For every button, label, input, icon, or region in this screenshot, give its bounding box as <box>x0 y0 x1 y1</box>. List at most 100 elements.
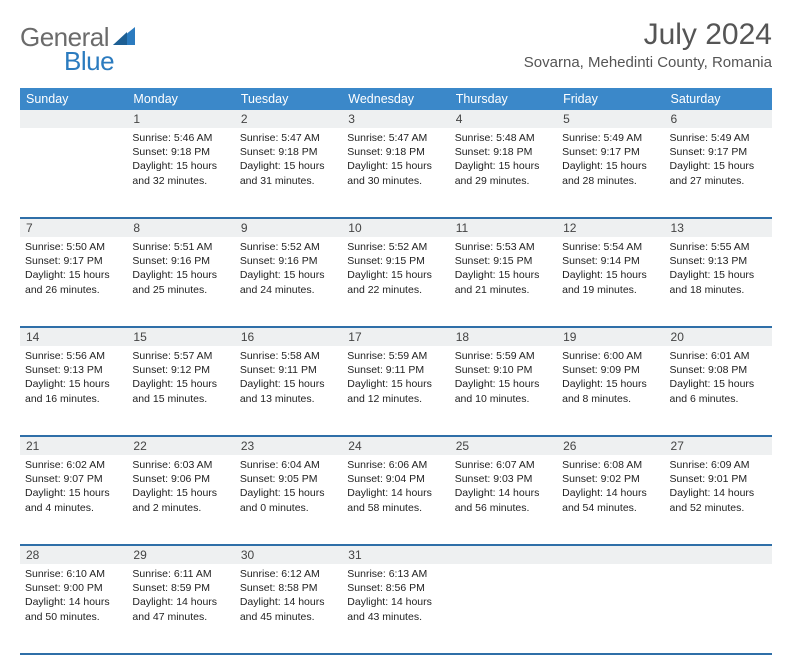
day-info-line: and 18 minutes. <box>670 283 767 297</box>
day-info-line: and 4 minutes. <box>25 501 122 515</box>
day-number <box>557 545 664 564</box>
day-info-line: and 58 minutes. <box>347 501 444 515</box>
week-row: Sunrise: 5:50 AMSunset: 9:17 PMDaylight:… <box>20 237 772 327</box>
day-info: Sunrise: 5:49 AMSunset: 9:17 PMDaylight:… <box>557 128 664 194</box>
day-info-line: Sunset: 9:03 PM <box>455 472 552 486</box>
day-info-line: Sunrise: 5:59 AM <box>347 349 444 363</box>
day-info-line: Daylight: 15 hours <box>562 377 659 391</box>
day-info-line: and 54 minutes. <box>562 501 659 515</box>
day-cell: Sunrise: 5:49 AMSunset: 9:17 PMDaylight:… <box>665 128 772 218</box>
day-info: Sunrise: 6:02 AMSunset: 9:07 PMDaylight:… <box>20 455 127 521</box>
day-info-line: Daylight: 15 hours <box>455 159 552 173</box>
day-number: 21 <box>20 436 127 455</box>
day-info-line: Daylight: 15 hours <box>240 159 337 173</box>
day-number: 19 <box>557 327 664 346</box>
day-info-line: Daylight: 15 hours <box>455 268 552 282</box>
day-info-line: Daylight: 15 hours <box>132 159 229 173</box>
day-number: 25 <box>450 436 557 455</box>
day-info-line: Sunset: 9:18 PM <box>347 145 444 159</box>
weekday-header: Friday <box>557 88 664 110</box>
day-info-line: Sunset: 9:18 PM <box>132 145 229 159</box>
week-row: Sunrise: 5:46 AMSunset: 9:18 PMDaylight:… <box>20 128 772 218</box>
weekday-header: Wednesday <box>342 88 449 110</box>
day-info-line: Sunset: 9:13 PM <box>670 254 767 268</box>
day-info-line: Sunrise: 5:48 AM <box>455 131 552 145</box>
day-cell: Sunrise: 5:55 AMSunset: 9:13 PMDaylight:… <box>665 237 772 327</box>
day-number: 15 <box>127 327 234 346</box>
day-info-line: Sunrise: 5:54 AM <box>562 240 659 254</box>
day-info-line: Sunset: 9:11 PM <box>240 363 337 377</box>
day-number <box>450 545 557 564</box>
day-info: Sunrise: 6:08 AMSunset: 9:02 PMDaylight:… <box>557 455 664 521</box>
day-number: 23 <box>235 436 342 455</box>
day-info-line: Daylight: 15 hours <box>240 377 337 391</box>
day-info-line: Daylight: 15 hours <box>132 377 229 391</box>
week-row: Sunrise: 6:10 AMSunset: 9:00 PMDaylight:… <box>20 564 772 654</box>
day-cell: Sunrise: 6:13 AMSunset: 8:56 PMDaylight:… <box>342 564 449 654</box>
day-number: 4 <box>450 110 557 128</box>
week-row: Sunrise: 5:56 AMSunset: 9:13 PMDaylight:… <box>20 346 772 436</box>
day-number <box>665 545 772 564</box>
day-info-line: Sunrise: 6:04 AM <box>240 458 337 472</box>
logo-triangle-icon <box>113 25 135 49</box>
day-info-line: Sunset: 9:08 PM <box>670 363 767 377</box>
day-info-line: Sunrise: 5:53 AM <box>455 240 552 254</box>
day-cell: Sunrise: 5:59 AMSunset: 9:11 PMDaylight:… <box>342 346 449 436</box>
day-number: 3 <box>342 110 449 128</box>
day-info-line: Sunrise: 6:06 AM <box>347 458 444 472</box>
day-info-line: Sunset: 9:14 PM <box>562 254 659 268</box>
day-info: Sunrise: 5:55 AMSunset: 9:13 PMDaylight:… <box>665 237 772 303</box>
day-info-line: and 25 minutes. <box>132 283 229 297</box>
day-info-line: Sunrise: 6:10 AM <box>25 567 122 581</box>
day-cell: Sunrise: 6:06 AMSunset: 9:04 PMDaylight:… <box>342 455 449 545</box>
day-info-line: Daylight: 15 hours <box>562 159 659 173</box>
day-info <box>20 128 127 137</box>
day-info-line: and 24 minutes. <box>240 283 337 297</box>
day-info-line: and 16 minutes. <box>25 392 122 406</box>
day-number: 24 <box>342 436 449 455</box>
day-info-line: Sunset: 9:12 PM <box>132 363 229 377</box>
day-info-line: Daylight: 15 hours <box>240 486 337 500</box>
weekday-header: Sunday <box>20 88 127 110</box>
day-info-line: Daylight: 14 hours <box>455 486 552 500</box>
day-info-line: Sunrise: 5:56 AM <box>25 349 122 363</box>
day-cell: Sunrise: 5:57 AMSunset: 9:12 PMDaylight:… <box>127 346 234 436</box>
day-number: 11 <box>450 218 557 237</box>
day-info-line: Sunrise: 6:11 AM <box>132 567 229 581</box>
day-info-line: Sunset: 9:13 PM <box>25 363 122 377</box>
day-info: Sunrise: 5:48 AMSunset: 9:18 PMDaylight:… <box>450 128 557 194</box>
day-number: 30 <box>235 545 342 564</box>
day-cell: Sunrise: 5:58 AMSunset: 9:11 PMDaylight:… <box>235 346 342 436</box>
day-info <box>665 564 772 573</box>
day-info-line: Sunrise: 5:46 AM <box>132 131 229 145</box>
day-info-line: Daylight: 15 hours <box>455 377 552 391</box>
day-info-line: Sunset: 9:04 PM <box>347 472 444 486</box>
day-info: Sunrise: 6:00 AMSunset: 9:09 PMDaylight:… <box>557 346 664 412</box>
day-info <box>557 564 664 573</box>
day-number: 6 <box>665 110 772 128</box>
day-info: Sunrise: 5:49 AMSunset: 9:17 PMDaylight:… <box>665 128 772 194</box>
day-info-line: Daylight: 15 hours <box>25 486 122 500</box>
day-info-line: and 15 minutes. <box>132 392 229 406</box>
day-info-line: and 13 minutes. <box>240 392 337 406</box>
day-info: Sunrise: 6:11 AMSunset: 8:59 PMDaylight:… <box>127 564 234 630</box>
day-cell: Sunrise: 5:56 AMSunset: 9:13 PMDaylight:… <box>20 346 127 436</box>
day-number-row: 123456 <box>20 110 772 128</box>
day-info-line: Sunset: 9:05 PM <box>240 472 337 486</box>
day-info-line: Daylight: 15 hours <box>347 159 444 173</box>
day-cell: Sunrise: 5:49 AMSunset: 9:17 PMDaylight:… <box>557 128 664 218</box>
title-block: July 2024 Sovarna, Mehedinti County, Rom… <box>524 18 772 71</box>
day-number: 5 <box>557 110 664 128</box>
day-number: 16 <box>235 327 342 346</box>
day-info-line: Sunset: 9:17 PM <box>562 145 659 159</box>
day-info-line: Sunrise: 5:47 AM <box>240 131 337 145</box>
day-info: Sunrise: 6:06 AMSunset: 9:04 PMDaylight:… <box>342 455 449 521</box>
day-info: Sunrise: 5:46 AMSunset: 9:18 PMDaylight:… <box>127 128 234 194</box>
day-info: Sunrise: 5:59 AMSunset: 9:10 PMDaylight:… <box>450 346 557 412</box>
day-number: 10 <box>342 218 449 237</box>
day-info-line: Sunset: 9:06 PM <box>132 472 229 486</box>
day-info-line: Daylight: 15 hours <box>132 268 229 282</box>
day-number: 12 <box>557 218 664 237</box>
day-info-line: Daylight: 15 hours <box>25 377 122 391</box>
day-cell: Sunrise: 5:47 AMSunset: 9:18 PMDaylight:… <box>342 128 449 218</box>
